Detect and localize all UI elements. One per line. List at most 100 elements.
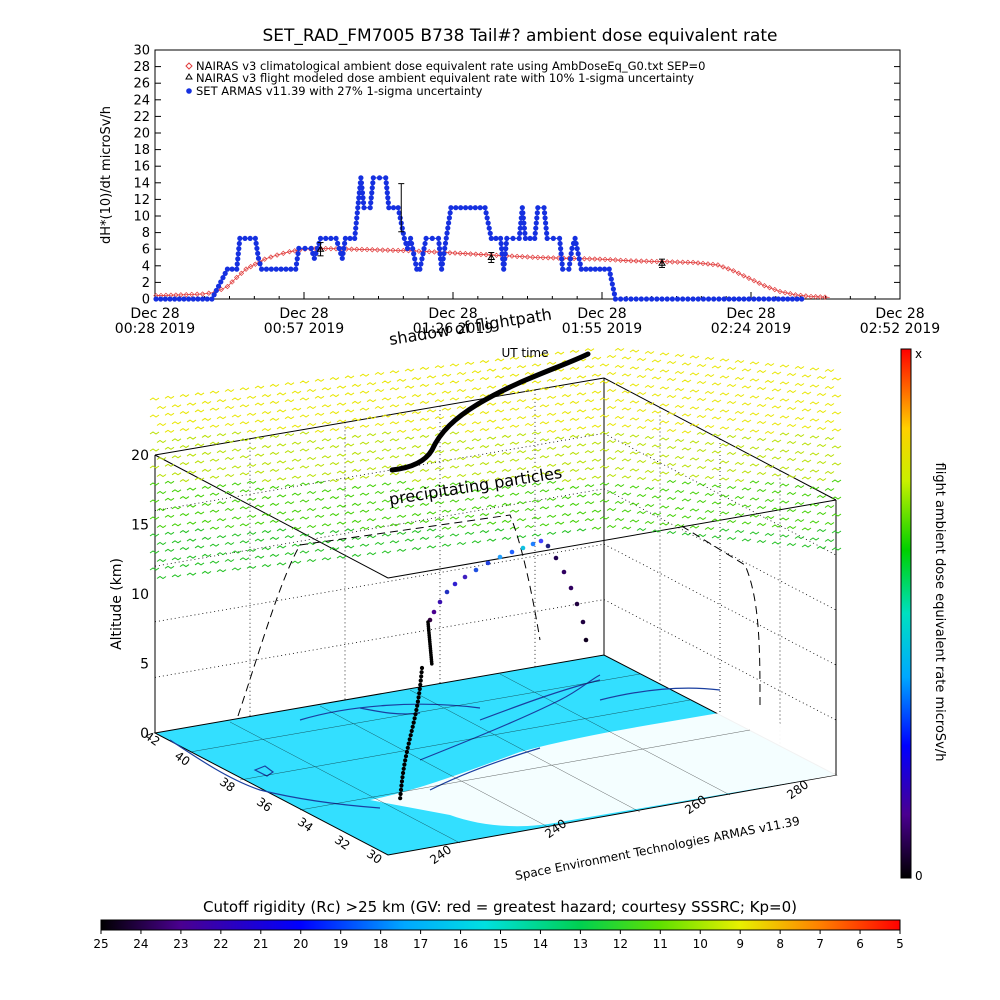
dose-dash	[546, 531, 557, 535]
dose-dash	[471, 421, 482, 425]
armas-point	[234, 266, 240, 272]
dose-dash	[734, 478, 745, 483]
armas-point	[780, 296, 786, 302]
dose-dash	[306, 422, 317, 427]
dose-dash	[224, 524, 235, 529]
dose-dash	[546, 429, 557, 433]
dose-dash	[651, 393, 662, 397]
dose-dash	[831, 496, 842, 500]
dose-dash	[546, 463, 557, 467]
dose-dash	[194, 562, 205, 566]
armas-point	[353, 225, 359, 231]
dose-dash	[359, 424, 370, 428]
armas-point	[503, 240, 509, 247]
dose-dash	[606, 371, 617, 376]
armas-point	[477, 205, 483, 211]
dose-dash	[576, 528, 587, 532]
dose-dash	[591, 373, 602, 377]
armas-point	[517, 225, 523, 231]
dose-dash	[786, 457, 797, 462]
dose-dash	[374, 405, 385, 410]
armas-point	[370, 180, 376, 186]
x-tick-label-time: 02:24 2019	[711, 321, 791, 337]
armas-point	[445, 220, 452, 226]
dose-dash	[659, 437, 670, 441]
climatological-point	[586, 256, 593, 262]
armas-point	[533, 225, 539, 231]
dose-dash	[381, 499, 392, 503]
rigidity-tick-label: 11	[653, 937, 668, 951]
dose-dash	[644, 350, 655, 355]
dose-dash	[336, 470, 347, 474]
dose-dash	[426, 494, 437, 498]
dose-dash	[779, 398, 790, 402]
dose-dash	[306, 473, 317, 478]
armas-point	[542, 215, 548, 221]
dose-dash	[614, 466, 625, 471]
dose-dash	[599, 499, 610, 503]
climatological-point	[643, 258, 650, 264]
dose-dash	[246, 497, 257, 501]
armas-point	[572, 235, 578, 242]
dose-dash	[666, 479, 677, 484]
dose-dash	[321, 557, 332, 561]
dose-dash	[591, 424, 602, 428]
dose-dash	[486, 504, 497, 508]
dose-dash	[269, 468, 280, 473]
armas-point	[680, 296, 686, 302]
dose-dash	[254, 436, 265, 440]
projection-lines	[237, 514, 761, 717]
altitude-tick-label: 5	[140, 657, 149, 673]
armas-point	[263, 266, 270, 272]
dose-dash	[411, 444, 422, 449]
dose-dash	[269, 485, 280, 490]
dose-dash	[374, 507, 385, 512]
armas-point	[516, 235, 522, 242]
dose-dash	[749, 395, 760, 399]
armas-point	[355, 200, 361, 206]
dose-dash	[321, 472, 332, 476]
climatological-point	[462, 250, 469, 257]
dose-dash	[651, 495, 662, 499]
dose-dash	[179, 495, 190, 500]
dose-dash	[434, 535, 445, 539]
armas-point	[323, 235, 329, 242]
dose-dash	[494, 511, 505, 515]
dose-dash	[494, 443, 505, 447]
dose-dash	[666, 462, 677, 467]
dose-dash	[524, 388, 535, 393]
x-tick-label-date: Dec 28	[130, 306, 179, 322]
dose-dash	[524, 490, 535, 495]
dose-dash	[479, 461, 490, 466]
armas-point	[237, 235, 243, 242]
dose-dash	[599, 465, 610, 469]
wall-gridline	[154, 543, 605, 623]
dose-dash	[426, 426, 437, 430]
x-axis-label: UT time	[501, 346, 548, 360]
dose-dash	[524, 354, 535, 359]
dose-dash	[209, 441, 220, 445]
dose-dash	[486, 402, 497, 406]
armas-point	[482, 205, 488, 211]
armas-point	[577, 261, 583, 267]
dose-dash	[801, 442, 812, 446]
dose-dash	[771, 541, 782, 545]
armas-point	[566, 266, 572, 272]
armas-point	[235, 256, 241, 262]
armas-point	[296, 245, 302, 251]
dose-dash	[434, 399, 445, 403]
dose-dash	[336, 402, 347, 406]
climatological-point	[224, 283, 231, 290]
armas-point	[519, 205, 525, 211]
rigidity-tick-label: 23	[173, 937, 188, 951]
ascent-point	[410, 724, 415, 729]
dose-dash	[239, 404, 250, 408]
armas-point	[618, 296, 624, 302]
armas-point	[574, 246, 580, 252]
dose-dash	[381, 431, 392, 435]
dose-dash	[771, 507, 782, 511]
armas-point	[435, 235, 442, 242]
dose-dash	[194, 392, 205, 396]
dose-dash	[741, 368, 752, 372]
dose-dash	[659, 522, 670, 526]
